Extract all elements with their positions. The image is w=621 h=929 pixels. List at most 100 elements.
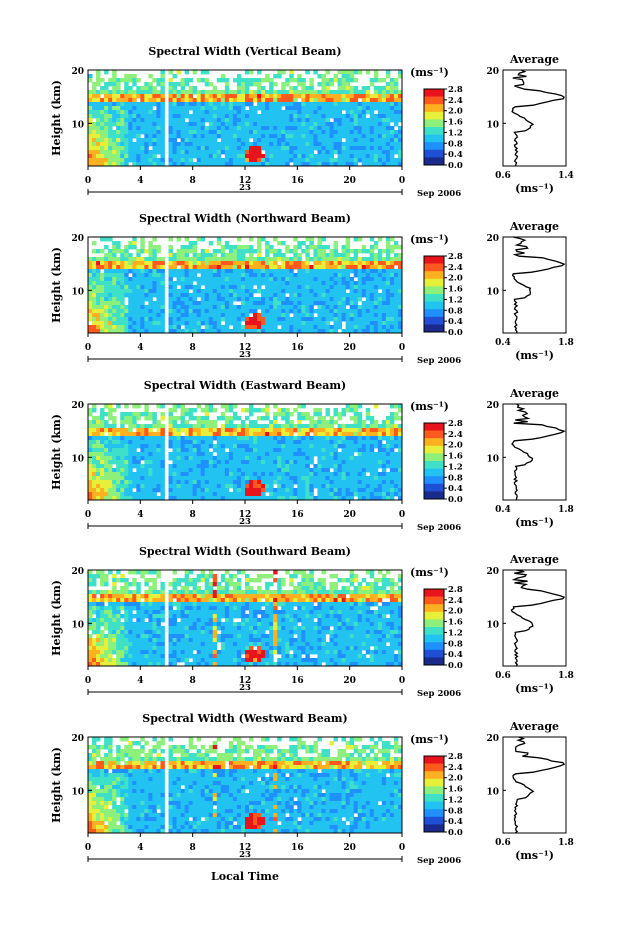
heatmap-cell <box>144 98 149 103</box>
heatmap-cell <box>136 102 141 107</box>
heatmap-cell <box>240 277 246 282</box>
heatmap-cell <box>172 138 177 143</box>
heatmap-cell <box>377 269 383 274</box>
heatmap-cell <box>148 452 153 457</box>
heatmap-cell <box>397 321 403 326</box>
heatmap-cell <box>357 134 363 139</box>
heatmap-cell <box>281 432 286 437</box>
heatmap-cell <box>265 472 270 477</box>
heatmap-cell <box>140 150 145 155</box>
heatmap-cell <box>168 301 173 306</box>
heatmap-cell <box>212 428 218 433</box>
heatmap-cell <box>253 424 258 429</box>
heatmap-cell <box>160 472 165 477</box>
heatmap-cell <box>184 150 190 155</box>
heatmap-cell <box>245 138 250 143</box>
heatmap-cell <box>397 138 403 143</box>
heatmap-cell <box>160 285 165 290</box>
heatmap-cell <box>228 293 234 298</box>
heatmap-cell <box>289 293 294 298</box>
heatmap-cell <box>245 130 250 135</box>
heatmap-cell <box>120 102 125 107</box>
heatmap-cell <box>236 265 242 270</box>
heatmap-cell <box>160 78 165 83</box>
heatmap-cell <box>293 90 298 95</box>
heatmap-cell <box>112 325 117 330</box>
heatmap-cell <box>285 313 290 318</box>
heatmap-cell <box>96 301 101 306</box>
heatmap-cell <box>269 146 274 151</box>
heatmap-cell <box>120 154 125 159</box>
heatmap-cell <box>257 444 262 449</box>
heatmap-cell <box>132 464 137 469</box>
heatmap-cell <box>389 102 395 107</box>
heatmap-cell <box>144 265 149 270</box>
heatmap-cell <box>208 301 214 306</box>
heatmap-cell <box>265 468 270 473</box>
heatmap-cell <box>208 257 214 262</box>
y-tick-label: 10 <box>71 287 84 297</box>
heatmap-cell <box>212 114 218 119</box>
heatmap-cell <box>309 289 314 294</box>
heatmap-cell <box>144 468 149 473</box>
heatmap-cell <box>385 436 391 441</box>
heatmap-cell <box>196 456 202 461</box>
heatmap-cell <box>116 476 121 481</box>
heatmap-cell <box>321 448 326 453</box>
heatmap-cell <box>273 138 278 143</box>
heatmap-cell <box>285 424 290 429</box>
heatmap-cell <box>132 329 137 334</box>
heatmap-cell <box>297 90 302 95</box>
heatmap-cell <box>104 70 109 75</box>
heatmap-cell <box>321 317 326 322</box>
heatmap-cell <box>192 313 198 318</box>
heatmap-cell <box>92 154 97 159</box>
heatmap-cell <box>120 301 125 306</box>
heatmap-cell <box>325 86 330 91</box>
heatmap-cell <box>184 420 190 425</box>
heatmap-cell <box>88 484 93 489</box>
heatmap-cell <box>160 416 165 421</box>
heatmap-cell <box>180 464 186 469</box>
heatmap-cell <box>281 277 286 282</box>
heatmap-cell <box>112 78 117 83</box>
heatmap-cell <box>232 90 238 95</box>
heatmap-cell <box>269 444 274 449</box>
heatmap-cell <box>124 460 129 465</box>
heatmap-cell <box>140 122 145 127</box>
heatmap-cell <box>100 237 105 242</box>
heatmap-cell <box>353 472 359 477</box>
heatmap-cell <box>112 480 117 485</box>
heatmap-cell <box>104 456 109 461</box>
heatmap-cell <box>92 444 97 449</box>
heatmap-cell <box>132 404 137 409</box>
heatmap-cell <box>325 98 330 103</box>
heatmap-cell <box>144 492 149 497</box>
heatmap-cell <box>365 86 371 91</box>
heatmap-cell <box>297 317 302 322</box>
heatmap-cell <box>148 114 153 119</box>
heatmap-cell <box>192 452 198 457</box>
heatmap-cell <box>389 297 395 302</box>
heatmap-cell <box>273 253 278 258</box>
heatmap-cell <box>140 265 145 270</box>
heatmap-cell <box>236 309 242 314</box>
heatmap-cell <box>96 428 101 433</box>
heatmap-cell <box>385 492 391 497</box>
heatmap-cell <box>369 138 375 143</box>
heatmap-cell <box>369 448 375 453</box>
heatmap-cell <box>216 142 222 147</box>
heatmap-cell <box>228 484 234 489</box>
heatmap-cell <box>249 293 254 298</box>
heatmap-cell <box>293 102 298 107</box>
heatmap-cell <box>108 257 113 262</box>
heatmap-cell <box>389 114 395 119</box>
heatmap-cell <box>188 476 194 481</box>
heatmap-cell <box>172 460 177 465</box>
heatmap-cell <box>144 456 149 461</box>
heatmap-cell <box>240 106 246 111</box>
heatmap-cell <box>172 269 177 274</box>
heatmap-cell <box>228 277 234 282</box>
heatmap-cell <box>88 496 93 501</box>
heatmap-cell <box>373 273 379 278</box>
